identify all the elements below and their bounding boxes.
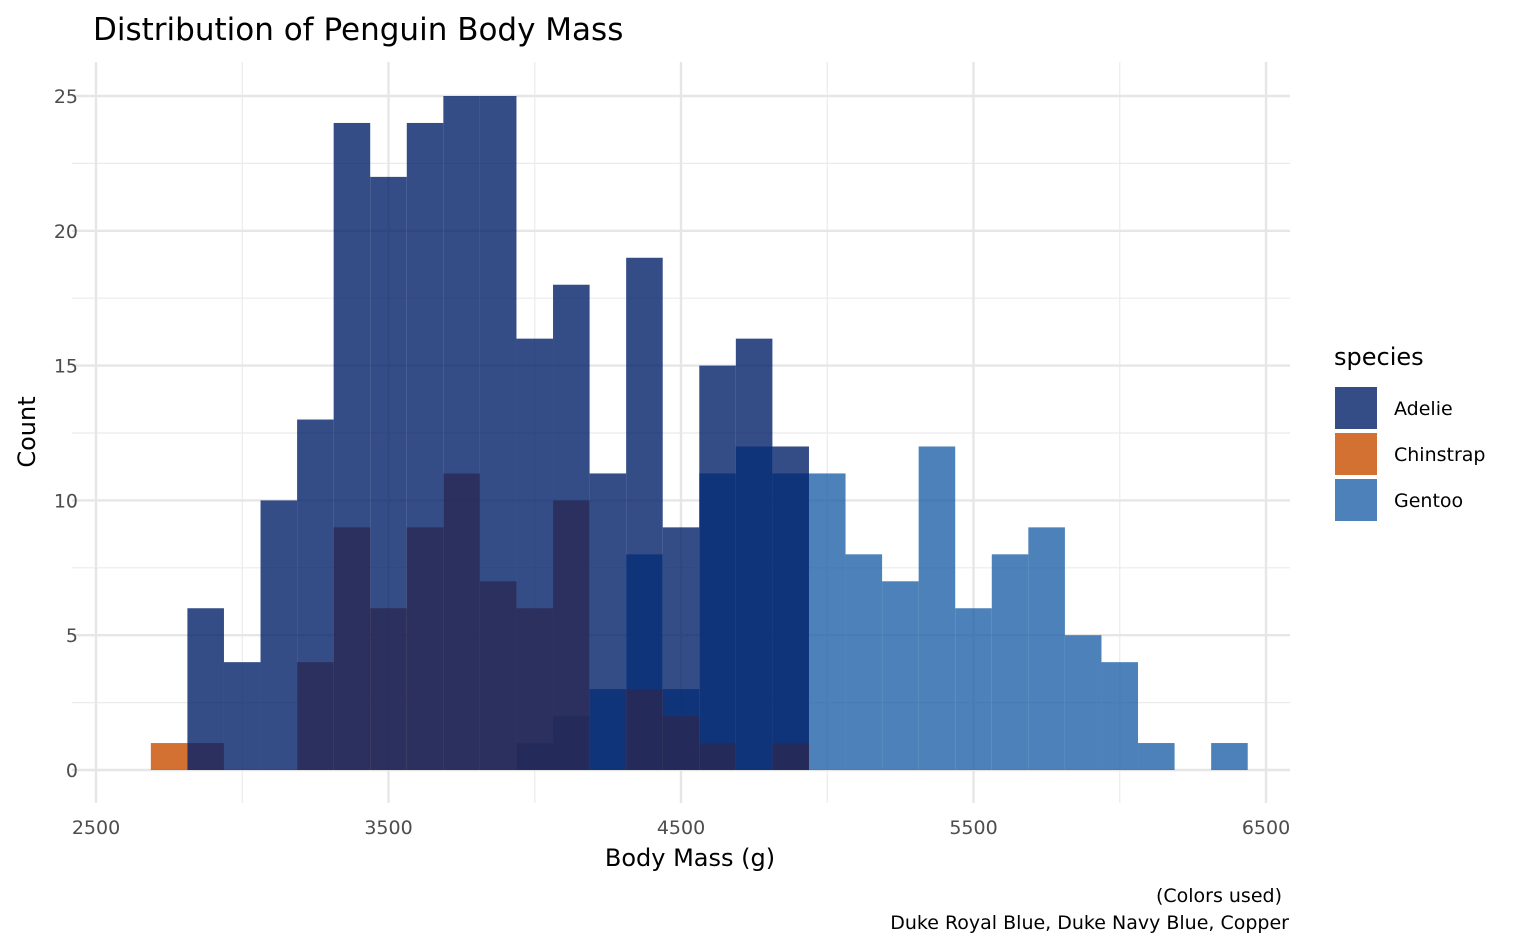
bar-gentoo bbox=[1138, 743, 1175, 770]
legend-swatch-adelie bbox=[1335, 387, 1377, 429]
bar-gentoo bbox=[1101, 662, 1139, 770]
bar-gentoo bbox=[991, 554, 1029, 770]
y-tick-label: 5 bbox=[66, 625, 78, 647]
bar-adelie bbox=[260, 500, 298, 770]
bar-chinstrap bbox=[150, 743, 188, 770]
y-tick-label: 0 bbox=[66, 760, 78, 782]
bar-gentoo bbox=[1028, 527, 1065, 770]
legend-swatch-gentoo bbox=[1335, 479, 1377, 521]
legend-title: species bbox=[1334, 343, 1424, 371]
bar-adelie bbox=[187, 608, 224, 770]
caption-line-1: (Colors used) bbox=[1156, 885, 1282, 907]
y-tick-label: 20 bbox=[54, 221, 78, 243]
x-tick-label: 5500 bbox=[949, 817, 997, 839]
x-tick-label: 3500 bbox=[364, 817, 412, 839]
legend-label-adelie: Adelie bbox=[1394, 398, 1453, 420]
x-axis-tick-labels: 2500 3500 4500 5500 6500 bbox=[72, 817, 1290, 839]
legend-label-gentoo: Gentoo bbox=[1394, 490, 1463, 512]
bar-gentoo bbox=[1064, 635, 1102, 770]
y-tick-label: 10 bbox=[54, 490, 78, 512]
bar-gentoo bbox=[882, 581, 919, 770]
x-tick-label: 6500 bbox=[1242, 817, 1290, 839]
bar-adelie bbox=[370, 176, 407, 770]
bar-adelie bbox=[406, 122, 444, 770]
bar-adelie bbox=[589, 473, 627, 770]
bar-gentoo bbox=[845, 554, 883, 770]
bar-gentoo bbox=[918, 446, 956, 770]
legend-swatch-chinstrap bbox=[1335, 433, 1377, 475]
histogram-bars bbox=[150, 96, 1248, 770]
bar-adelie bbox=[516, 338, 554, 770]
x-tick-label: 4500 bbox=[657, 817, 705, 839]
bar-adelie bbox=[626, 257, 663, 770]
y-axis-tick-labels: 0 5 10 15 20 25 bbox=[54, 86, 78, 782]
bar-adelie bbox=[223, 662, 261, 770]
caption-line-2: Duke Royal Blue, Duke Navy Blue, Copper bbox=[890, 912, 1289, 934]
legend-label-chinstrap: Chinstrap bbox=[1394, 444, 1486, 466]
bar-adelie bbox=[443, 96, 480, 770]
bar-adelie bbox=[772, 446, 809, 770]
bar-gentoo bbox=[955, 608, 992, 770]
bar-adelie bbox=[479, 96, 517, 770]
legend: species Adelie Chinstrap Gentoo bbox=[1334, 343, 1486, 522]
bar-gentoo bbox=[1211, 743, 1248, 770]
y-tick-label: 15 bbox=[54, 356, 78, 378]
bar-adelie bbox=[553, 284, 590, 770]
bar-adelie bbox=[699, 365, 736, 770]
bar-adelie bbox=[735, 338, 773, 770]
x-tick-label: 2500 bbox=[72, 817, 120, 839]
bar-adelie bbox=[662, 527, 700, 770]
bar-adelie bbox=[333, 122, 371, 770]
chart-title: Distribution of Penguin Body Mass bbox=[93, 12, 623, 48]
x-axis-title: Body Mass (g) bbox=[605, 844, 775, 872]
bar-adelie bbox=[297, 419, 334, 770]
y-tick-label: 25 bbox=[54, 86, 78, 108]
y-axis-title: Count bbox=[13, 396, 41, 467]
bar-gentoo bbox=[808, 473, 846, 770]
